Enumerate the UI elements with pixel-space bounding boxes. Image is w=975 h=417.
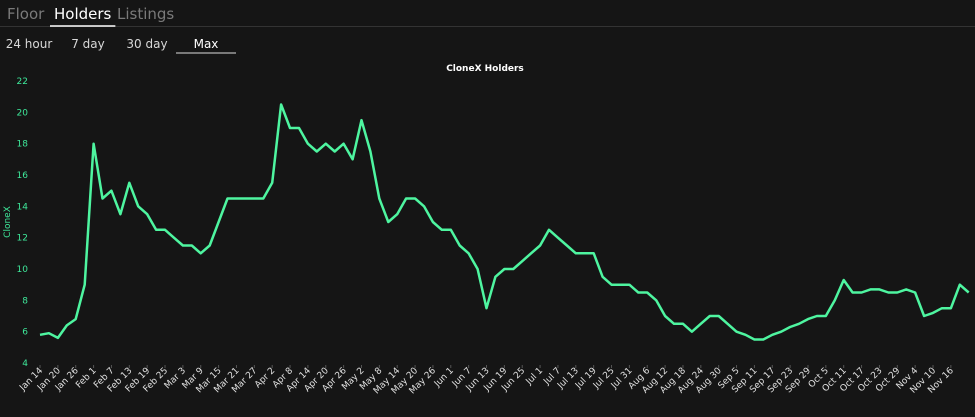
y-tick-label: 20 xyxy=(17,108,29,118)
y-axis-label: CloneX xyxy=(3,206,13,238)
range-bar: 24 hour 7 day 30 day Max xyxy=(6,37,236,54)
y-tick-label: 10 xyxy=(17,265,29,275)
range-button[interactable]: 24 hour xyxy=(6,37,53,51)
range-button[interactable]: Max xyxy=(194,37,219,51)
y-tick-label: 6 xyxy=(22,328,28,338)
y-tick-label: 8 xyxy=(22,296,28,306)
chart-title: CloneX Holders xyxy=(446,64,524,74)
range-button[interactable]: 30 day xyxy=(126,37,167,51)
y-tick-label: 16 xyxy=(17,171,29,181)
tab-bar: Floor Holders Listings xyxy=(7,5,174,27)
y-tick-label: 4 xyxy=(22,359,28,369)
tab[interactable]: Floor xyxy=(7,5,45,23)
y-tick-label: 22 xyxy=(17,77,28,87)
tab[interactable]: Holders xyxy=(54,5,112,23)
y-tick-label: 14 xyxy=(17,202,29,212)
tab[interactable]: Listings xyxy=(117,5,174,23)
y-tick-label: 18 xyxy=(17,140,29,150)
y-tick-label: 12 xyxy=(17,234,28,244)
range-button[interactable]: 7 day xyxy=(71,37,105,51)
data-line xyxy=(39,103,970,341)
